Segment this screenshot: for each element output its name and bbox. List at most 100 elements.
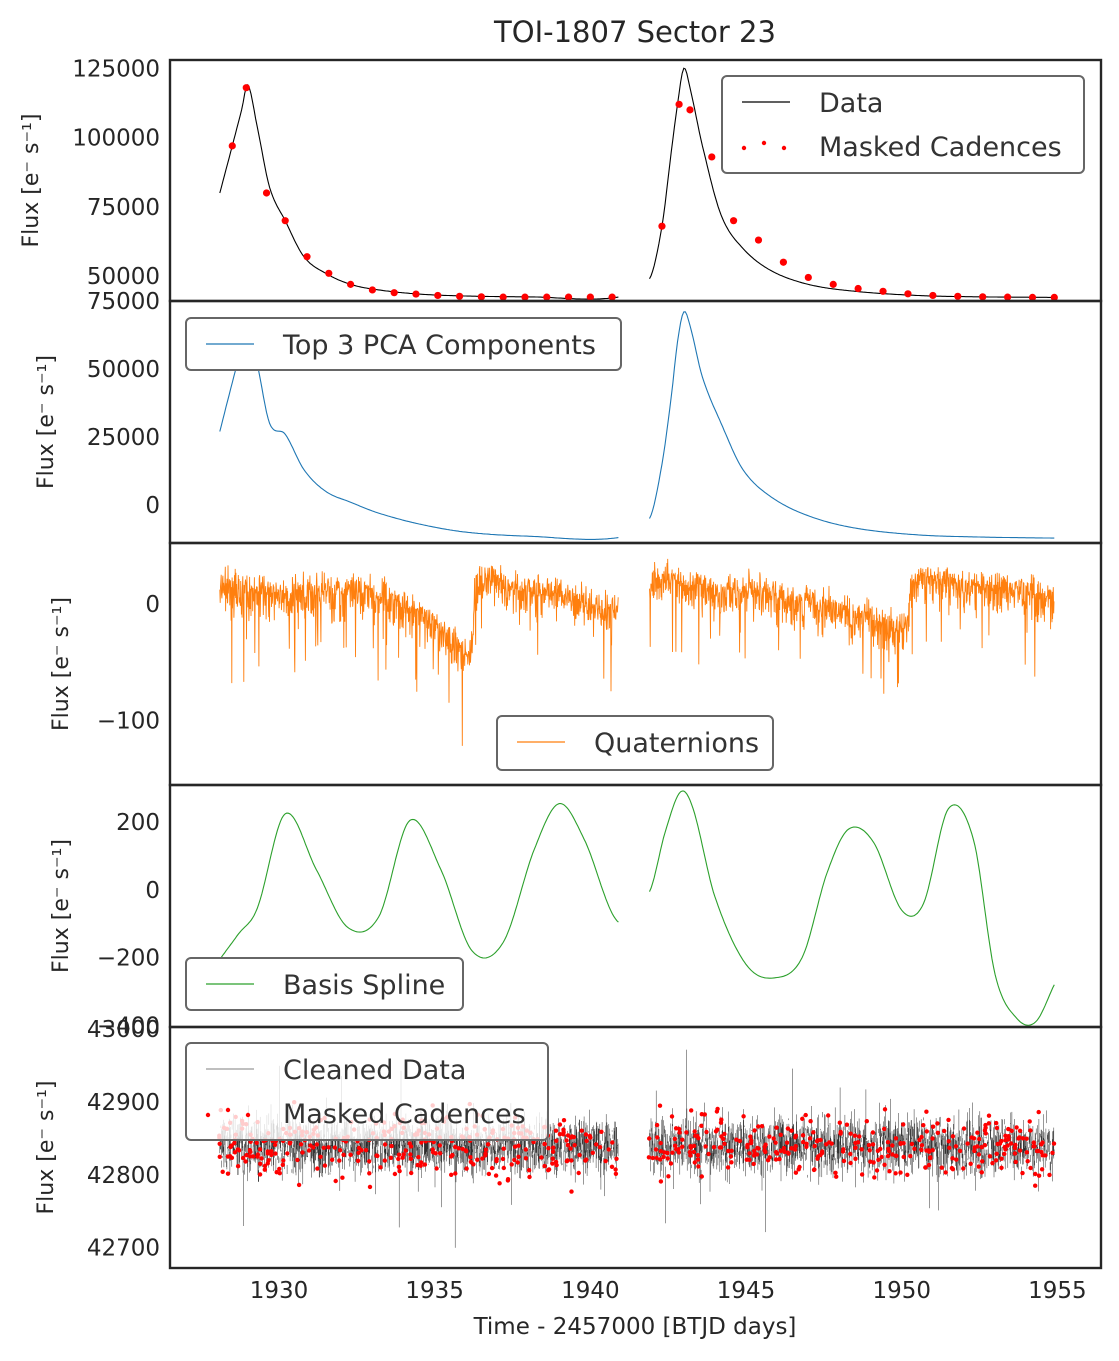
- series-data-masked-cadences-point: [979, 293, 987, 301]
- masked-point: [658, 1140, 663, 1146]
- masked-point: [919, 1143, 925, 1148]
- masked-point: [515, 1160, 520, 1165]
- panel-cleaned: 42700 42800 42900 43000 Flux [e⁻ s⁻¹] Cleaned…: [34, 1017, 1103, 1270]
- masked-point: [1033, 1183, 1038, 1188]
- masked-point: [509, 1162, 514, 1167]
- masked-point: [658, 1179, 664, 1184]
- masked-point: [272, 1142, 278, 1148]
- y-tick-label: 200: [116, 810, 160, 836]
- masked-point: [1039, 1142, 1044, 1147]
- masked-point: [241, 1155, 246, 1161]
- masked-point: [401, 1152, 406, 1157]
- masked-point: [924, 1109, 929, 1114]
- masked-point: [826, 1113, 831, 1118]
- masked-point: [594, 1142, 599, 1147]
- masked-point: [837, 1120, 842, 1125]
- masked-point: [355, 1158, 361, 1164]
- masked-point: [577, 1152, 582, 1158]
- masked-point: [422, 1162, 428, 1167]
- masked-point: [999, 1156, 1004, 1161]
- legend-marker: [225, 1107, 231, 1113]
- masked-point: [793, 1144, 798, 1149]
- masked-point: [994, 1120, 999, 1126]
- masked-point: [942, 1128, 947, 1134]
- masked-point: [872, 1175, 877, 1180]
- masked-point: [456, 1146, 461, 1151]
- masked-point: [220, 1169, 225, 1175]
- series-data-data-segment-2: [649, 67, 1055, 298]
- y-tick-label: 43000: [87, 1017, 160, 1043]
- masked-point: [729, 1160, 734, 1165]
- legend-label: Basis Spline: [283, 970, 445, 1001]
- masked-point: [789, 1128, 794, 1133]
- masked-point: [886, 1149, 892, 1154]
- masked-point: [767, 1155, 772, 1160]
- masked-point: [359, 1148, 364, 1153]
- masked-point: [789, 1146, 794, 1151]
- masked-point: [829, 1141, 834, 1146]
- series-data-masked-cadences-point: [521, 293, 529, 301]
- masked-point: [584, 1138, 589, 1144]
- masked-point: [550, 1161, 555, 1166]
- masked-point: [647, 1136, 652, 1141]
- masked-point: [997, 1141, 1003, 1146]
- masked-point: [818, 1137, 823, 1143]
- masked-point: [901, 1154, 906, 1160]
- masked-point: [737, 1138, 742, 1144]
- legend-label: Data: [819, 88, 883, 119]
- masked-point: [1027, 1119, 1032, 1124]
- masked-point: [480, 1156, 485, 1161]
- masked-point: [251, 1154, 256, 1159]
- masked-point: [669, 1114, 675, 1119]
- masked-point: [1005, 1143, 1010, 1148]
- series-data-masked-cadences-point: [729, 217, 738, 225]
- series-data-masked-cadences-point: [368, 286, 376, 294]
- masked-point: [505, 1178, 511, 1183]
- masked-point: [919, 1147, 924, 1153]
- masked-point: [986, 1113, 992, 1118]
- series-data-masked-cadences-point: [754, 236, 763, 244]
- masked-point: [333, 1178, 338, 1184]
- y-tick-label: 125000: [72, 56, 160, 82]
- masked-point: [1031, 1140, 1037, 1145]
- masked-point: [561, 1127, 566, 1132]
- y-axis-label-quat: Flux [e⁻ s⁻¹]: [49, 597, 74, 731]
- masked-point: [894, 1153, 899, 1159]
- masked-point: [796, 1167, 801, 1172]
- masked-point: [396, 1152, 402, 1157]
- masked-point: [389, 1143, 394, 1149]
- masked-point: [262, 1163, 268, 1169]
- masked-point: [792, 1147, 798, 1152]
- masked-point: [599, 1129, 604, 1135]
- series-data-masked-cadences-point: [262, 189, 271, 197]
- panel-quat: −100 0 Flux [e⁻ s⁻¹] Quaternions: [49, 541, 1103, 787]
- masked-point: [650, 1155, 655, 1161]
- y-tick-label: −400: [97, 1013, 160, 1039]
- masked-point: [696, 1136, 701, 1141]
- masked-point: [300, 1150, 305, 1155]
- masked-point: [812, 1143, 817, 1149]
- masked-point: [949, 1165, 955, 1171]
- masked-point: [754, 1152, 760, 1157]
- masked-point: [583, 1132, 589, 1137]
- masked-point: [464, 1166, 469, 1171]
- masked-point: [979, 1170, 984, 1175]
- masked-point: [767, 1134, 772, 1139]
- masked-point: [257, 1147, 263, 1152]
- series-data-masked-cadences-point: [543, 293, 551, 301]
- masked-point: [217, 1141, 222, 1147]
- legend-marker: [781, 145, 787, 151]
- masked-point: [1034, 1148, 1040, 1154]
- masked-point: [1006, 1134, 1011, 1139]
- masked-point: [848, 1160, 853, 1166]
- series-quat-quaternions-segment-1: [219, 565, 619, 746]
- masked-point: [728, 1154, 734, 1159]
- masked-point: [976, 1152, 982, 1157]
- masked-point: [1024, 1136, 1029, 1141]
- masked-point: [848, 1131, 853, 1136]
- masked-point: [859, 1172, 865, 1177]
- masked-point: [348, 1152, 353, 1158]
- series-data-masked-cadences-point: [228, 142, 236, 150]
- masked-point: [870, 1142, 876, 1147]
